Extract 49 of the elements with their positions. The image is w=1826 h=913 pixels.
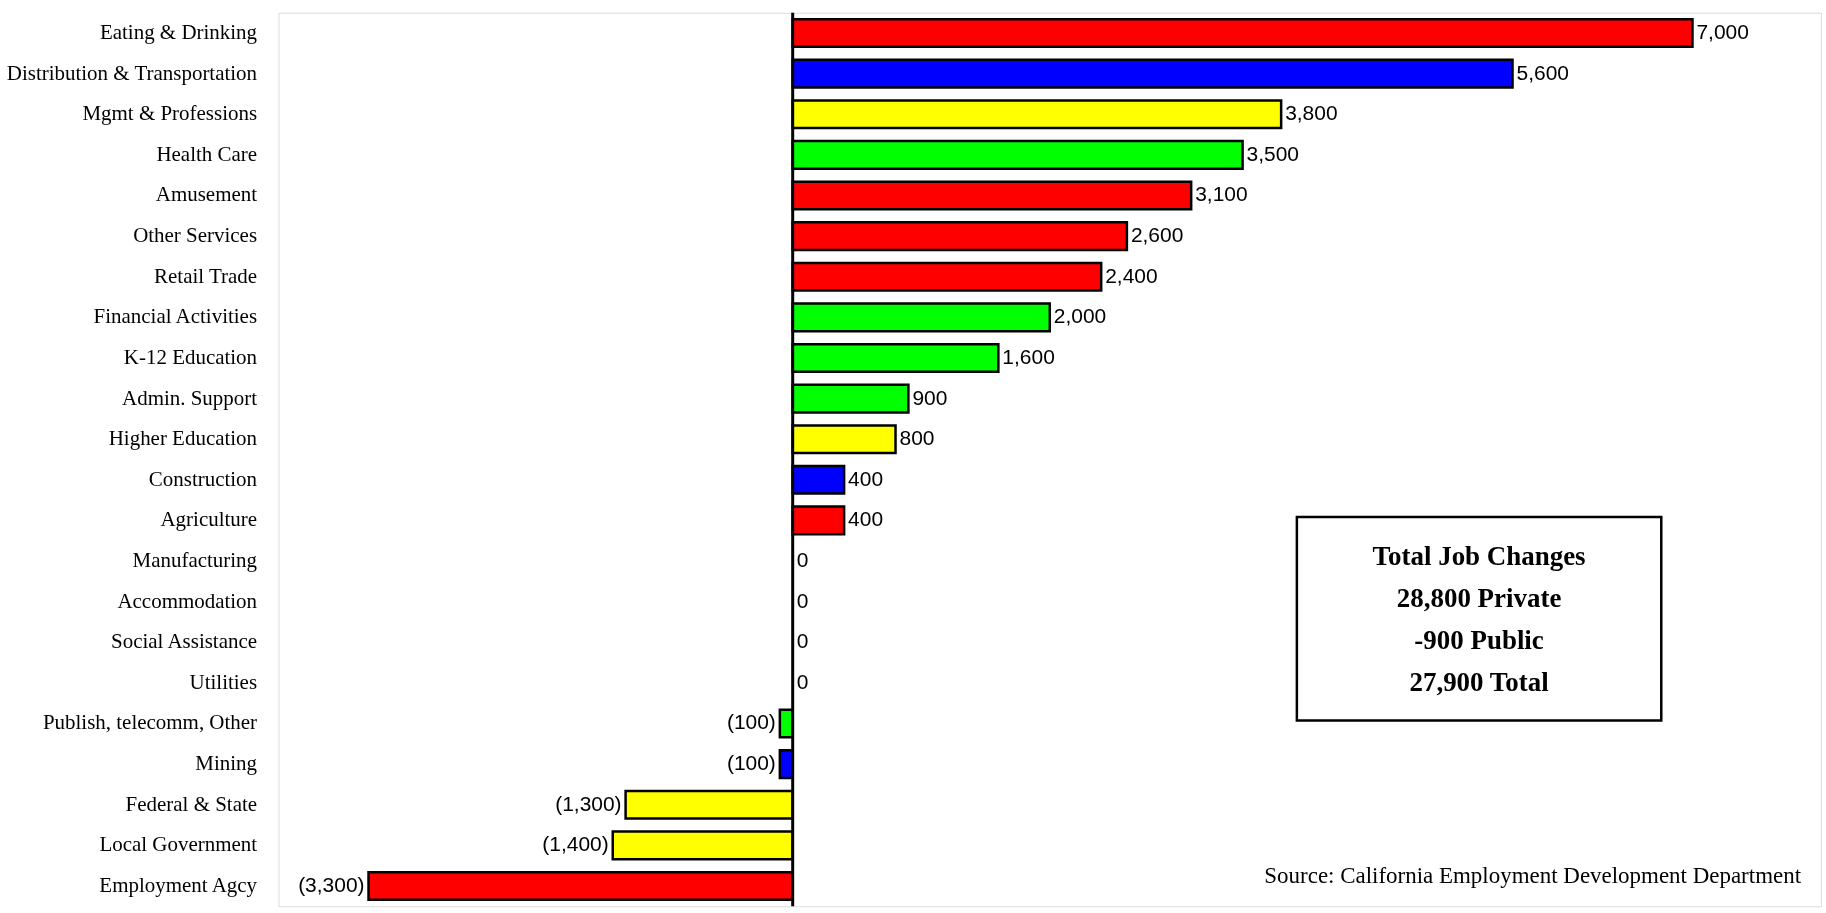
data-label: 3,500 [1246, 141, 1300, 165]
y-tick-label: Federal & State [125, 791, 258, 816]
y-tick-label: Social Assistance [111, 629, 258, 654]
y-tick-label: Local Government [99, 832, 258, 857]
y-tick-label: Mining [195, 751, 258, 776]
data-label: 3,800 [1285, 101, 1338, 125]
data-label: 2,400 [1105, 263, 1158, 287]
data-label: 400 [848, 466, 884, 490]
annotation: Total Job Changes [1372, 540, 1586, 571]
data-label: 2,000 [1053, 304, 1107, 328]
annotation: 27,900 Total [1409, 666, 1550, 697]
y-tick-label: K-12 Education [123, 344, 258, 369]
y-tick-label: Employment Agcy [99, 872, 258, 897]
annotation: -900 Public [1414, 624, 1544, 655]
y-tick-label: Eating & Drinking [99, 20, 258, 45]
y-tick-label: Admin. Support [122, 385, 258, 410]
annotation: Source: California Employment Development Department [1264, 863, 1802, 889]
y-tick-label: Distribution & Transportation [6, 60, 258, 85]
data-label: 900 [912, 385, 948, 409]
data-label: 0 [796, 669, 809, 693]
data-label: 0 [796, 588, 809, 612]
y-tick-label: Manufacturing [132, 548, 258, 573]
y-tick-label: Publish, telecomm, Other [42, 710, 258, 735]
data-label: 800 [899, 426, 935, 450]
y-tick-label: Mgmt & Professions [82, 101, 258, 126]
data-label: 1,600 [1002, 344, 1055, 368]
y-tick-label: Construction [148, 466, 258, 491]
data-label: 7,000 [1696, 20, 1749, 44]
data-label: 0 [796, 548, 809, 572]
y-tick-label: Other Services [133, 223, 258, 248]
data-label: 0 [796, 629, 809, 653]
y-tick-label: Higher Education [108, 426, 258, 451]
data-label: 2,600 [1130, 223, 1184, 247]
y-tick-label: Financial Activities [93, 304, 258, 329]
y-tick-label: Retail Trade [154, 263, 258, 288]
data-label: (1,400) [542, 832, 609, 856]
y-tick-label: Accommodation [117, 588, 258, 613]
data-label: (3,300) [298, 872, 365, 896]
data-label: 5,600 [1516, 60, 1569, 84]
data-label: 3,100 [1195, 182, 1248, 206]
y-tick-label: Amusement [155, 182, 258, 207]
annotation: 28,800 Private [1396, 582, 1562, 613]
data-label: (100) [726, 710, 776, 734]
data-label: 400 [848, 507, 884, 531]
y-tick-label: Health Care [156, 141, 258, 166]
y-tick-label: Agriculture [160, 507, 258, 532]
y-tick-label: Utilities [189, 669, 258, 694]
data-label: (1,300) [555, 791, 622, 815]
data-label: (100) [726, 751, 776, 775]
